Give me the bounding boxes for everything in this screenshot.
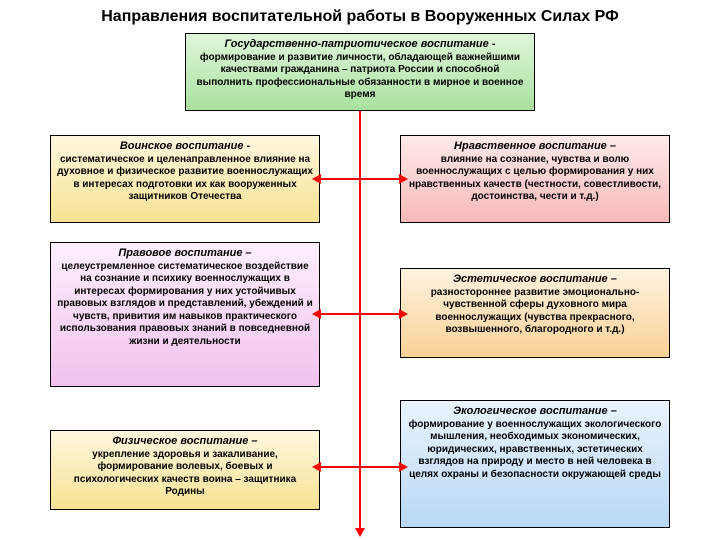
box-body: формирование и развитие личности, облада… [192,52,528,102]
box-title: Воинское воспитание - [57,140,313,154]
box-moral: Нравственное воспитание – влияние на соз… [400,135,670,223]
box-body: формирование у военнослужащих экологичес… [407,419,663,482]
box-body: разностороннее развитие эмоционально-чув… [407,287,663,337]
box-aesthetic: Эстетическое воспитание – разностороннее… [400,268,670,358]
box-title: Нравственное воспитание – [407,140,663,154]
box-legal: Правовое воспитание – целеустремленное с… [50,242,320,387]
box-military: Воинское воспитание - систематическое и … [50,135,320,223]
page-title: Направления воспитательной работы в Воор… [0,0,720,30]
box-title: Физическое воспитание – [57,435,313,449]
box-ecological: Экологическое воспитание – формирование … [400,400,670,528]
box-body: укрепление здоровья и закаливание, форми… [57,449,313,499]
box-title: Экологическое воспитание – [407,405,663,419]
box-title: Эстетическое воспитание – [407,273,663,287]
box-physical: Физическое воспитание – укрепление здоро… [50,430,320,510]
box-title: Правовое воспитание – [57,247,313,261]
box-state-patriotic: Государственно-патриотическое воспитание… [185,33,535,111]
box-title: Государственно-патриотическое воспитание… [192,38,528,52]
box-body: влияние на сознание, чувства и волю воен… [407,154,663,204]
box-body: систематическое и целенаправленное влиян… [57,154,313,204]
box-body: целеустремленное систематическое воздейс… [57,261,313,349]
